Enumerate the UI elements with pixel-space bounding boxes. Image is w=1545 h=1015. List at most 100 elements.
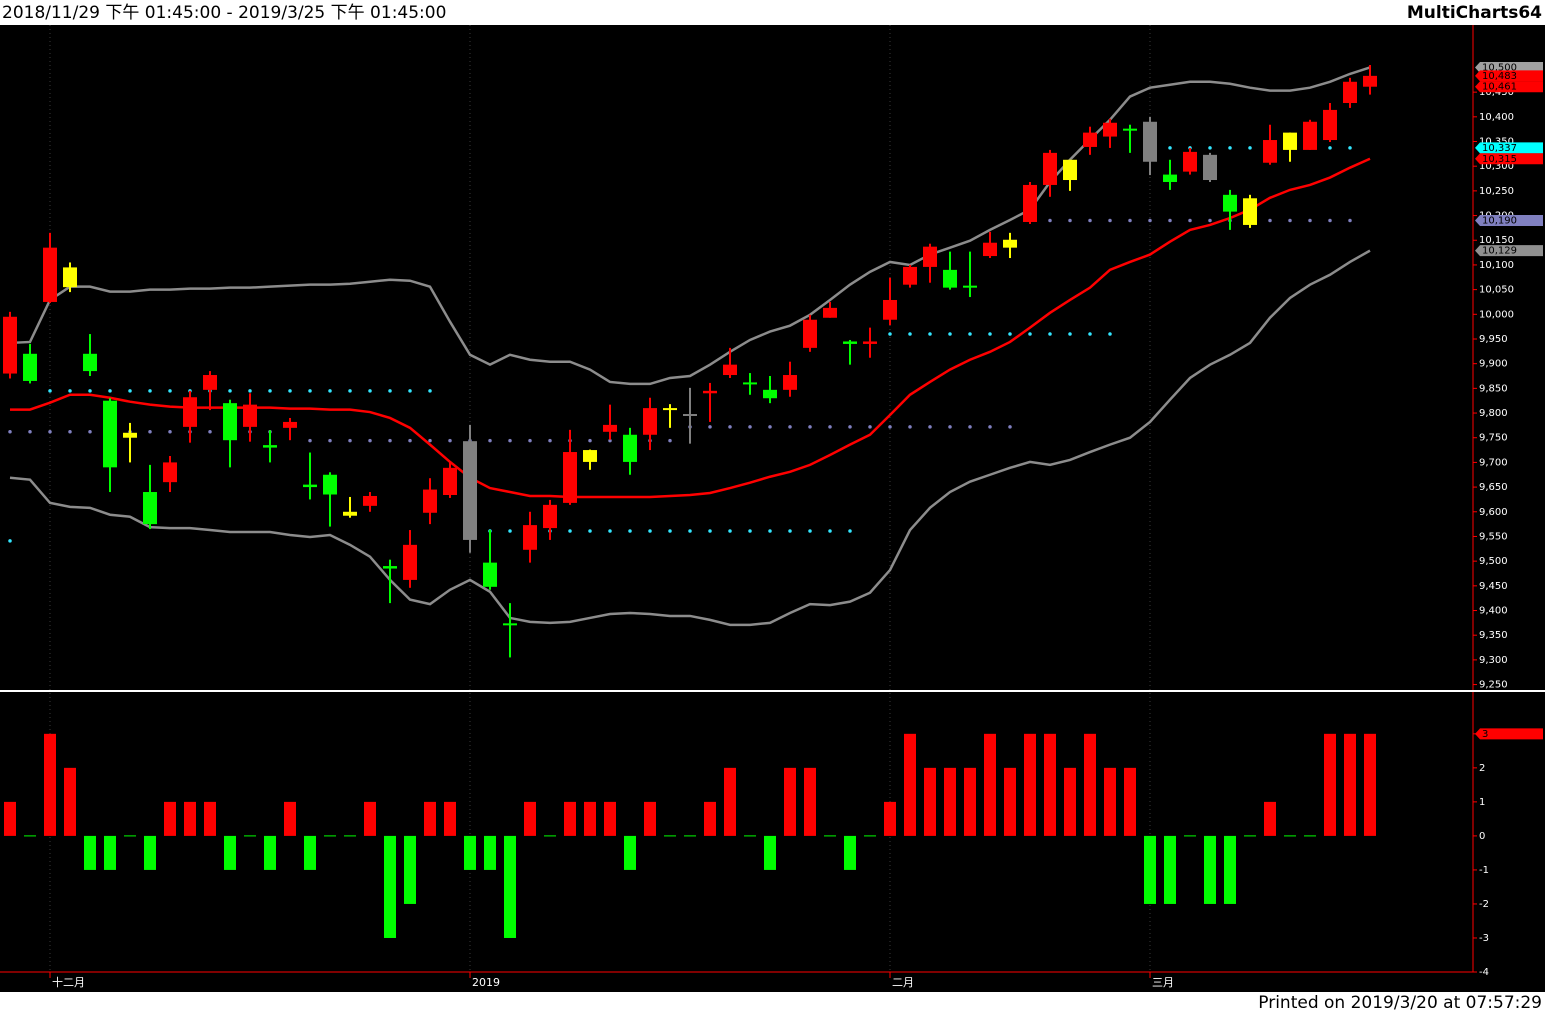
- histogram-bar: [24, 835, 36, 837]
- histogram-bar: [1044, 733, 1056, 836]
- plot-area: [0, 25, 1545, 992]
- histogram-bar: [184, 801, 196, 836]
- app-name: MultiCharts64: [1407, 3, 1542, 23]
- histogram-bar: [1264, 801, 1276, 836]
- candle-body: [163, 462, 177, 483]
- candle-body: [1343, 81, 1357, 104]
- histogram-bar: [1224, 835, 1236, 904]
- y-tick-label: 9,300: [1479, 655, 1508, 666]
- y-tick-label: 9,700: [1479, 457, 1508, 468]
- date-label: 三月: [1152, 976, 1174, 989]
- date-range: 2018/11/29 下午 01:45:00 - 2019/3/25 下午 01…: [2, 3, 446, 23]
- histogram-bar: [1344, 733, 1356, 836]
- price-marker-label: 10,337: [1482, 143, 1517, 154]
- histogram-bar: [124, 835, 136, 837]
- y-tick-label: 10,450: [1479, 87, 1514, 98]
- price-marker-label: 10,461: [1482, 82, 1517, 93]
- histogram-bar: [824, 835, 836, 837]
- candle-body: [203, 375, 217, 390]
- histogram-bar: [144, 835, 156, 870]
- histogram-bar: [484, 835, 496, 870]
- histogram-bar: [804, 767, 816, 836]
- candle-body: [443, 467, 457, 495]
- candle-body: [23, 353, 37, 381]
- histogram-bar: [504, 835, 516, 938]
- histogram-bar: [744, 835, 756, 837]
- candle-body: [263, 445, 277, 448]
- candle-body: [983, 242, 997, 257]
- y-tick-label: 9,750: [1479, 433, 1508, 444]
- y-tick-label: 9,600: [1479, 507, 1508, 518]
- candle-body: [3, 316, 17, 374]
- y-tick-label: 9,550: [1479, 531, 1508, 542]
- candle-body: [43, 247, 57, 302]
- price-marker-label: 10,315: [1482, 154, 1517, 165]
- candle-body: [343, 511, 357, 516]
- histogram-bar: [384, 835, 396, 938]
- candle-body: [1283, 132, 1297, 150]
- histogram-bar: [924, 767, 936, 836]
- histogram-bar: [1164, 835, 1176, 904]
- price-marker: [1475, 81, 1543, 93]
- candle-body: [563, 452, 577, 503]
- histogram-bar: [264, 835, 276, 870]
- histogram-bar: [524, 801, 536, 836]
- y-tick-label: 10,250: [1479, 186, 1514, 197]
- histogram-bar: [944, 767, 956, 836]
- histogram-bar: [904, 733, 916, 836]
- candle-body: [303, 484, 317, 488]
- histogram-bar: [984, 733, 996, 836]
- candle-body: [823, 307, 837, 318]
- histogram-bar: [604, 801, 616, 836]
- candle-body: [83, 353, 97, 372]
- price-marker: [1475, 142, 1543, 154]
- histogram-bar: [1064, 767, 1076, 836]
- histogram-bar: [1304, 835, 1316, 837]
- histogram-bar: [364, 801, 376, 836]
- candle-body: [1223, 194, 1237, 212]
- histogram-bar: [704, 801, 716, 836]
- candle-body: [1043, 152, 1057, 185]
- candle-body: [643, 408, 657, 435]
- histogram-bar: [1104, 767, 1116, 836]
- candle-body: [1363, 75, 1377, 87]
- price-marker-label: 10,190: [1482, 216, 1517, 227]
- price-marker-label: 10,129: [1482, 246, 1517, 257]
- price-marker-label: 10,483: [1482, 71, 1517, 82]
- y-tick-label: -2: [1479, 899, 1489, 910]
- candle-body: [1103, 122, 1117, 137]
- candle-body: [243, 404, 257, 427]
- candle-body: [1263, 140, 1277, 163]
- histogram-bar: [244, 835, 256, 837]
- value-marker: [1475, 728, 1543, 740]
- candle-body: [943, 269, 957, 288]
- y-tick-label: 10,100: [1479, 260, 1514, 271]
- candle-body: [403, 544, 417, 580]
- histogram-bar: [1144, 835, 1156, 904]
- candle-body: [1203, 154, 1217, 181]
- y-tick-label: 10,000: [1479, 309, 1514, 320]
- histogram-bar: [204, 801, 216, 836]
- candle-body: [583, 450, 597, 462]
- histogram-bar: [844, 835, 856, 870]
- candle-body: [1243, 198, 1257, 225]
- y-tick-label: 9,800: [1479, 408, 1508, 419]
- histogram-bar: [64, 767, 76, 836]
- candle-body: [1063, 159, 1077, 181]
- histogram-bar: [324, 835, 336, 837]
- band-line: [9, 66, 1371, 386]
- y-tick-label: 9,400: [1479, 606, 1508, 617]
- histogram-bar: [84, 835, 96, 870]
- y-tick-label: -3: [1479, 933, 1489, 944]
- histogram-bar: [1184, 835, 1196, 837]
- y-tick-label: 9,650: [1479, 482, 1508, 493]
- candle-body: [223, 403, 237, 441]
- price-marker: [1475, 153, 1543, 165]
- value-marker-label: 3: [1482, 729, 1488, 740]
- price-marker: [1475, 245, 1543, 257]
- candle-body: [843, 341, 857, 344]
- histogram-bar: [4, 801, 16, 836]
- candle-body: [63, 267, 77, 288]
- y-tick-label: 10,400: [1479, 112, 1514, 123]
